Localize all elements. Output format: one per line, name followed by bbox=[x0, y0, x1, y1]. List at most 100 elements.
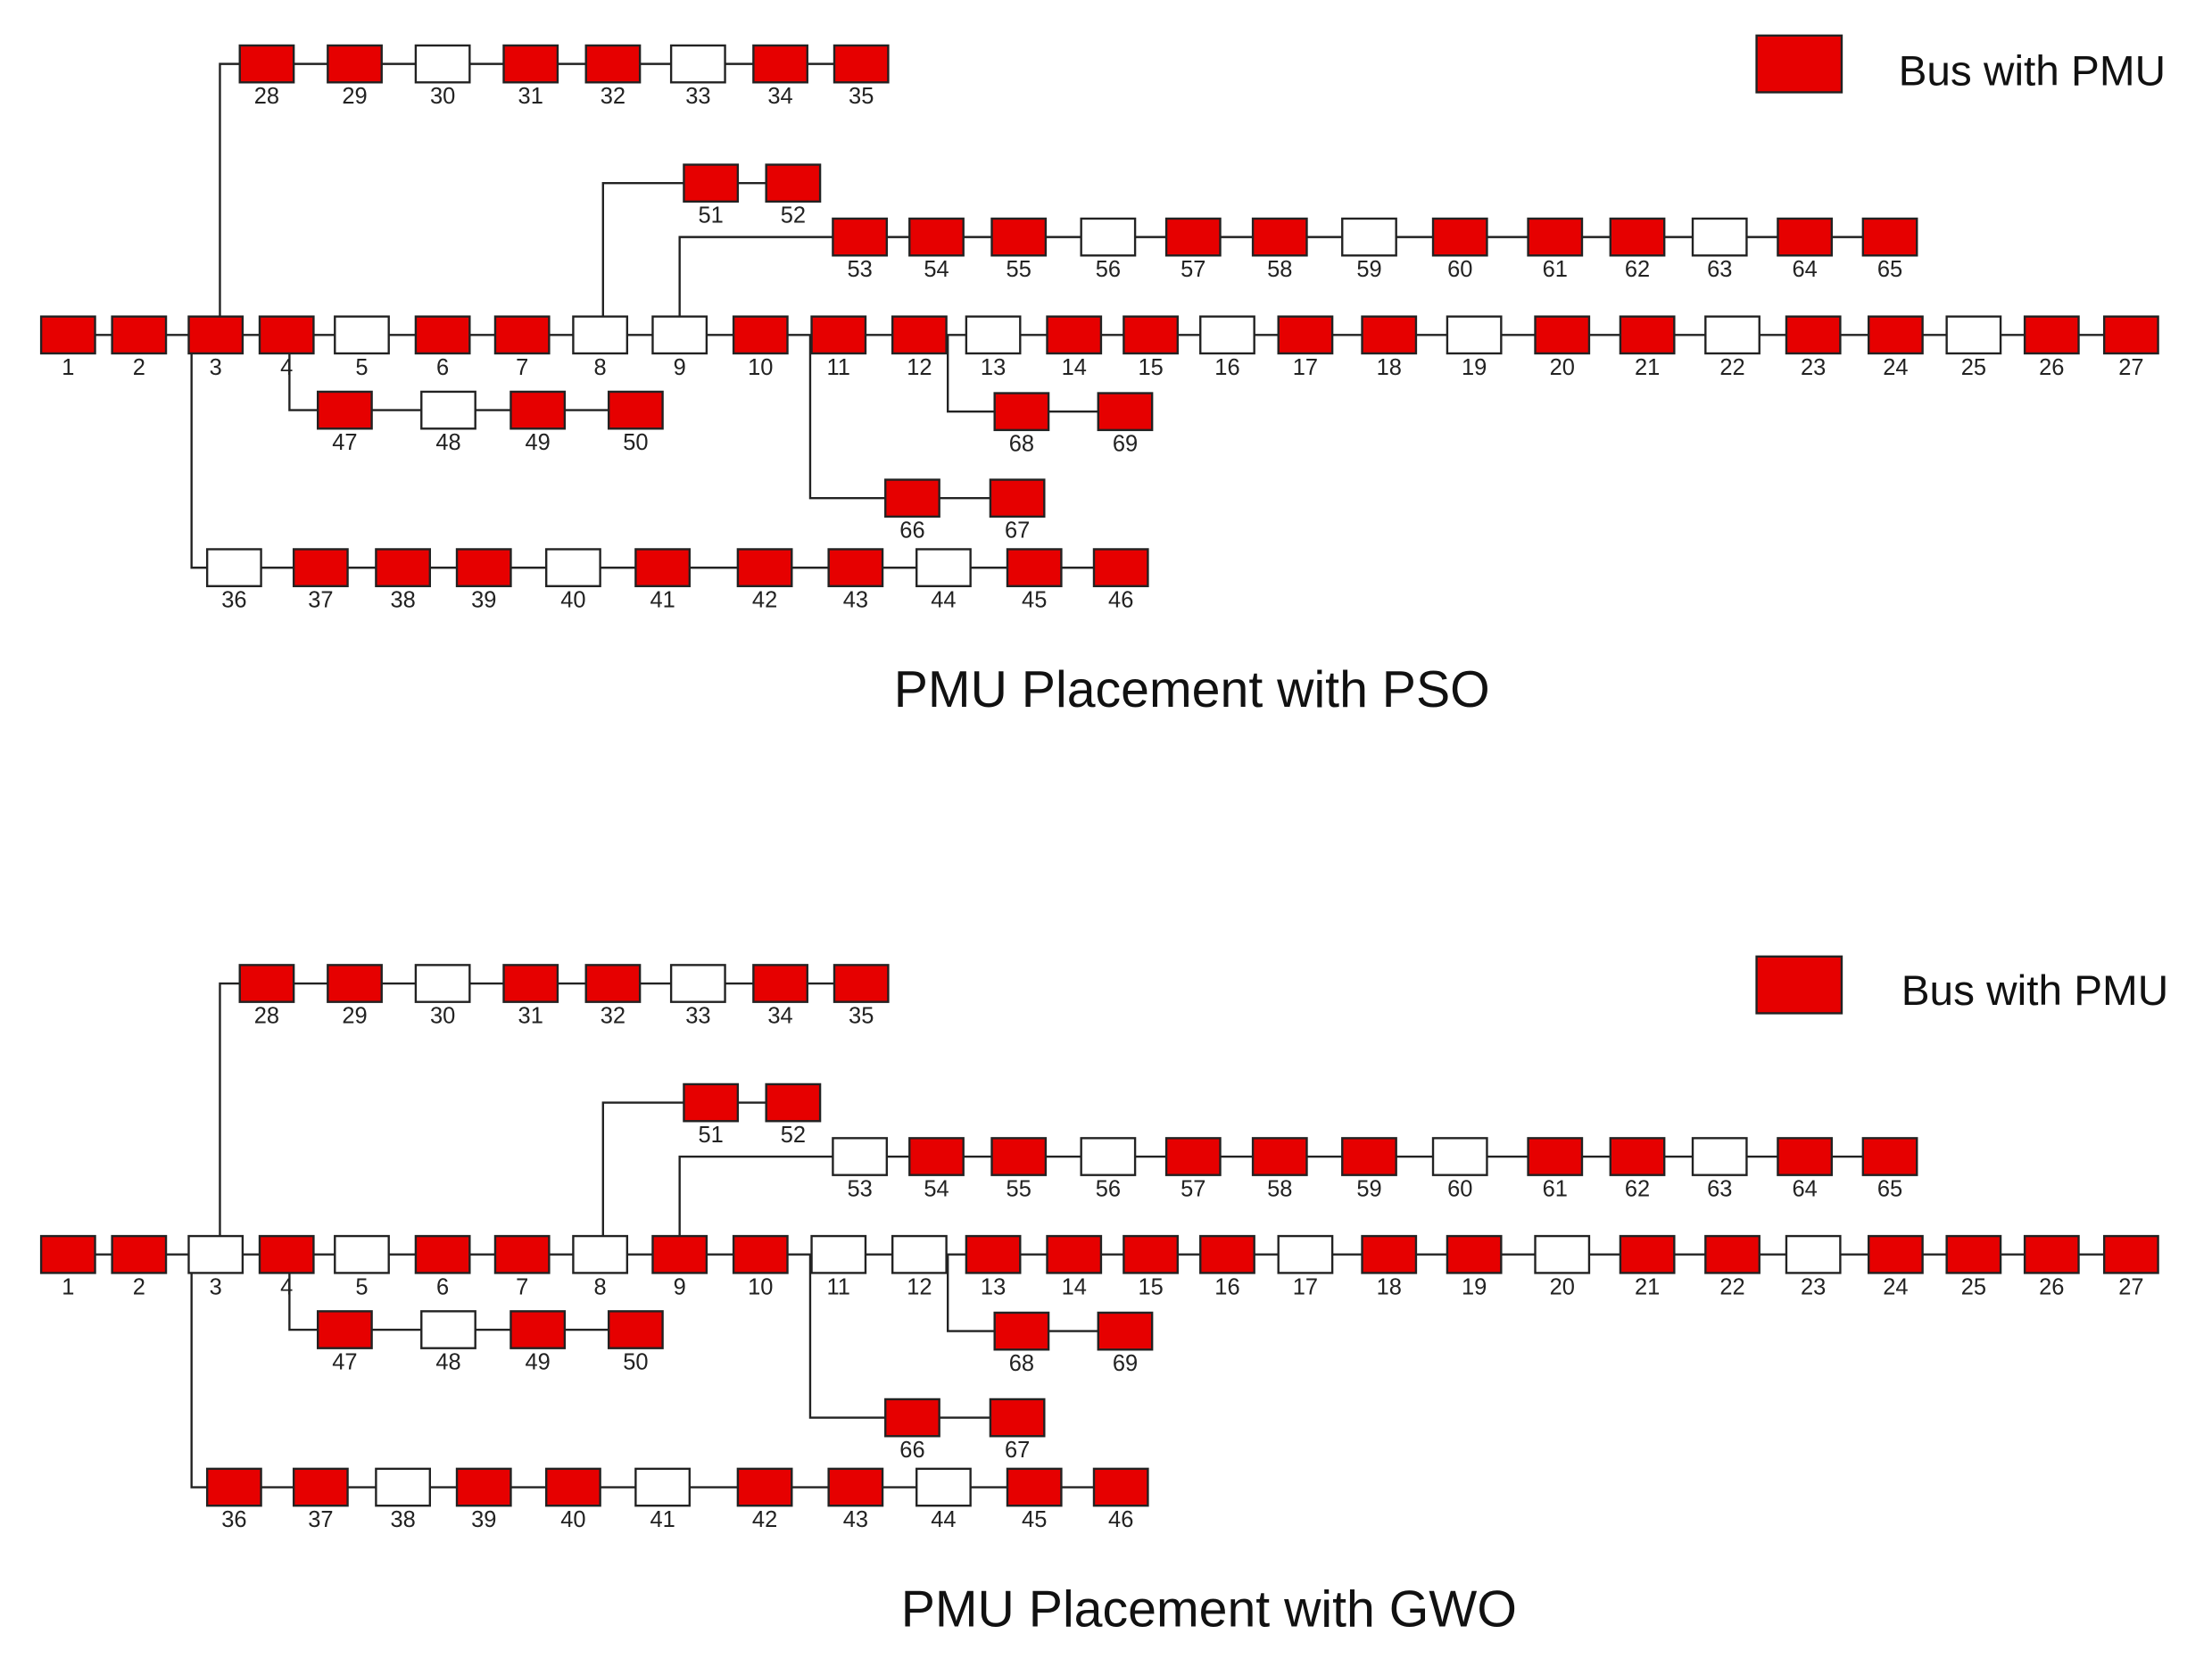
bus bbox=[1006, 548, 1063, 587]
bus bbox=[1527, 217, 1584, 257]
bus-label: 33 bbox=[685, 84, 710, 109]
bus-label: 46 bbox=[1108, 588, 1133, 613]
bus bbox=[502, 964, 559, 1003]
bus bbox=[1867, 315, 1924, 355]
bus-label: 45 bbox=[1022, 588, 1047, 613]
bus bbox=[414, 964, 471, 1003]
bus-label: 44 bbox=[931, 1507, 956, 1532]
bus-label: 51 bbox=[699, 203, 724, 228]
bus bbox=[1777, 217, 1834, 257]
bus-label: 30 bbox=[430, 84, 455, 109]
bus bbox=[752, 964, 808, 1003]
bus-label: 35 bbox=[849, 84, 874, 109]
bus bbox=[111, 315, 168, 355]
bus bbox=[884, 478, 940, 518]
bus bbox=[414, 315, 471, 355]
bus-label: 39 bbox=[471, 1507, 496, 1532]
bus-label: 4 bbox=[280, 1274, 293, 1299]
branch bbox=[678, 236, 860, 336]
bus-label: 46 bbox=[1108, 1507, 1133, 1532]
bus bbox=[1527, 1137, 1584, 1176]
bus-label: 12 bbox=[907, 355, 932, 380]
bus bbox=[989, 1398, 1046, 1438]
bus-label: 32 bbox=[601, 84, 625, 109]
bus-label: 27 bbox=[2118, 1274, 2143, 1299]
legend-swatch bbox=[1755, 955, 1843, 1015]
bus bbox=[1609, 1137, 1666, 1176]
bus-label: 21 bbox=[1635, 355, 1660, 380]
bus-label: 52 bbox=[781, 1123, 806, 1148]
bus bbox=[1704, 1234, 1760, 1274]
bus bbox=[1092, 1467, 1149, 1507]
bus bbox=[1945, 1234, 2002, 1274]
bus-label: 4 bbox=[280, 355, 293, 380]
bus-label: 5 bbox=[355, 355, 368, 380]
bus bbox=[584, 44, 642, 84]
bus bbox=[752, 44, 808, 84]
bus-label: 12 bbox=[907, 1274, 932, 1299]
bus-label: 8 bbox=[594, 355, 607, 380]
bus-label: 58 bbox=[1267, 1177, 1292, 1202]
bus bbox=[2023, 1234, 2080, 1274]
bus-label: 69 bbox=[1113, 1351, 1138, 1376]
bus-label: 64 bbox=[1792, 1177, 1817, 1202]
bus bbox=[1619, 1234, 1676, 1274]
bus-label: 24 bbox=[1883, 355, 1908, 380]
bus bbox=[607, 390, 664, 430]
bus-label: 45 bbox=[1022, 1507, 1047, 1532]
bus bbox=[455, 548, 512, 587]
bus-label: 25 bbox=[1961, 1274, 1986, 1299]
bus bbox=[993, 392, 1050, 432]
bus-label: 40 bbox=[560, 588, 585, 613]
bus-label: 35 bbox=[849, 1004, 874, 1029]
branch bbox=[678, 1155, 860, 1255]
bus bbox=[1619, 315, 1676, 355]
bus-label: 41 bbox=[650, 1507, 675, 1532]
bus bbox=[1867, 1234, 1924, 1274]
bus bbox=[584, 964, 642, 1003]
bus-label: 59 bbox=[1356, 1177, 1381, 1202]
bus-label: 56 bbox=[1096, 257, 1121, 282]
bus bbox=[572, 1234, 629, 1274]
bus-label: 67 bbox=[1005, 1438, 1030, 1463]
bus bbox=[111, 1234, 168, 1274]
bus-label: 5 bbox=[355, 1274, 368, 1299]
bus-label: 56 bbox=[1096, 1177, 1121, 1202]
bus bbox=[414, 44, 471, 84]
bus-label: 66 bbox=[899, 518, 924, 543]
bus-label: 58 bbox=[1267, 257, 1292, 282]
bus-label: 14 bbox=[1062, 1274, 1087, 1299]
bus bbox=[634, 548, 691, 587]
bus-label: 6 bbox=[436, 355, 449, 380]
bus-label: 63 bbox=[1707, 257, 1732, 282]
bus-label: 63 bbox=[1707, 1177, 1732, 1202]
bus bbox=[1785, 1234, 1842, 1274]
bus bbox=[1341, 217, 1397, 257]
bus bbox=[810, 315, 867, 355]
bus bbox=[238, 44, 295, 84]
bus-label: 62 bbox=[1625, 257, 1650, 282]
bus-label: 53 bbox=[847, 1177, 872, 1202]
bus bbox=[1092, 548, 1149, 587]
bus-label: 53 bbox=[847, 257, 872, 282]
bus-label: 50 bbox=[623, 430, 648, 455]
bus-label: 60 bbox=[1447, 1177, 1472, 1202]
bus bbox=[736, 1467, 793, 1507]
bus-label: 31 bbox=[518, 84, 543, 109]
bus-label: 3 bbox=[210, 1274, 222, 1299]
bus bbox=[2023, 315, 2080, 355]
bus-label: 13 bbox=[981, 1274, 1006, 1299]
bus-label: 37 bbox=[308, 588, 333, 613]
bus-label: 23 bbox=[1801, 355, 1826, 380]
bus bbox=[965, 1234, 1022, 1274]
bus-label: 18 bbox=[1377, 355, 1402, 380]
bus-label: 64 bbox=[1792, 257, 1817, 282]
bus bbox=[833, 44, 890, 84]
bus-label: 55 bbox=[1007, 1177, 1031, 1202]
bus bbox=[1861, 1137, 1918, 1176]
bus bbox=[1080, 217, 1137, 257]
bus-label: 17 bbox=[1293, 1274, 1318, 1299]
bus bbox=[1609, 217, 1666, 257]
bus bbox=[187, 315, 244, 355]
